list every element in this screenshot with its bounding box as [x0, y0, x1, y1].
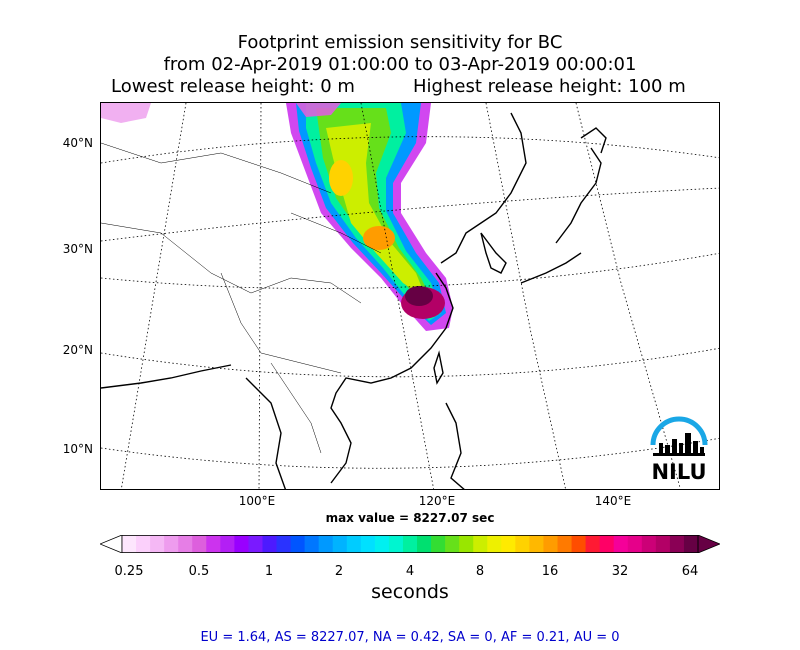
colorbar-segment — [599, 535, 615, 553]
colorbar-tick: 8 — [475, 564, 485, 579]
highest-release-height: Highest release height: 100 m — [413, 76, 686, 97]
colorbar-segment — [571, 535, 587, 553]
colorbar-segment — [150, 535, 165, 553]
colorbar-segment — [374, 535, 390, 553]
colorbar-segment — [178, 535, 193, 553]
colorbar-tick: 1 — [264, 564, 274, 579]
colorbar-tick: 32 — [611, 564, 629, 579]
lon-label-140: 140°E — [594, 494, 632, 508]
colorbar-segment — [192, 535, 207, 553]
colorbar-segment — [473, 535, 488, 553]
colorbar-segment — [360, 535, 376, 553]
colorbar-segment — [501, 535, 516, 553]
colorbar-segment — [206, 535, 221, 553]
colorbar — [100, 535, 720, 553]
colorbar-segment — [136, 535, 151, 553]
colorbar-segment — [164, 535, 179, 553]
max-value: max value = 8227.07 sec — [325, 511, 495, 525]
colorbar-segment — [290, 535, 306, 553]
colorbar-segment — [543, 535, 559, 553]
colorbar-segment — [487, 535, 502, 553]
colorbar-segment — [613, 535, 629, 553]
colorbar-segment — [318, 535, 334, 553]
map-canvas: NILU — [101, 103, 719, 489]
lon-label-120: 120°E — [418, 494, 456, 508]
colorbar-max-extend — [697, 535, 720, 553]
colorbar-segment — [669, 535, 685, 553]
colorbar-segment — [304, 535, 320, 553]
colorbar-tick: 2 — [334, 564, 344, 579]
colorbar-segment — [431, 535, 446, 553]
colorbar-segment — [627, 535, 643, 553]
colorbar-segment — [388, 535, 404, 553]
colorbar-units: seconds — [371, 581, 449, 603]
colorbar-segment — [332, 535, 348, 553]
footprint-map: NILU — [100, 102, 720, 490]
colorbar-tick: 4 — [405, 564, 415, 579]
region-stats: EU = 1.64, AS = 8227.07, NA = 0.42, SA =… — [200, 630, 620, 645]
colorbar-tick: 0.25 — [114, 564, 144, 579]
colorbar-tick: 64 — [681, 564, 699, 579]
colorbar-segment — [529, 535, 545, 553]
colorbar-segment — [234, 535, 250, 553]
time-range: from 02-Apr-2019 01:00:00 to 03-Apr-2019… — [163, 54, 637, 75]
lon-label-100: 100°E — [238, 494, 276, 508]
map-title: Footprint emission sensitivity for BC — [237, 32, 563, 53]
nilu-logo: NILU — [650, 416, 708, 484]
colorbar-segment — [459, 535, 474, 553]
lat-label-20: 20°N — [62, 343, 93, 357]
colorbar-min-extend — [100, 535, 123, 553]
colorbar-segment — [585, 535, 601, 553]
colorbar-segment — [417, 535, 432, 553]
colorbar-segment — [557, 535, 573, 553]
colorbar-segment — [683, 535, 699, 553]
lat-label-40: 40°N — [62, 136, 93, 150]
colorbar-tick: 16 — [541, 564, 559, 579]
colorbar-segment — [641, 535, 657, 553]
country-borders — [101, 142, 382, 454]
colorbar-segment — [515, 535, 531, 553]
lat-label-10: 10°N — [62, 442, 93, 456]
lat-label-30: 30°N — [62, 242, 93, 256]
colorbar-segment — [276, 535, 292, 553]
coastlines — [101, 112, 607, 489]
graticule — [101, 103, 719, 489]
colorbar-segment — [122, 535, 137, 553]
colorbar-tick: 0.5 — [188, 564, 210, 579]
colorbar-segment — [445, 535, 460, 553]
lowest-release-height: Lowest release height: 0 m — [111, 76, 355, 97]
colorbar-segment — [262, 535, 278, 553]
logo-text: NILU — [651, 460, 706, 484]
emission-plume — [101, 103, 453, 331]
colorbar-segment — [220, 535, 235, 553]
colorbar-segment — [346, 535, 362, 553]
colorbar-frame — [121, 535, 699, 553]
colorbar-segment — [402, 535, 418, 553]
colorbar-segment — [655, 535, 671, 553]
colorbar-segment — [248, 535, 264, 553]
